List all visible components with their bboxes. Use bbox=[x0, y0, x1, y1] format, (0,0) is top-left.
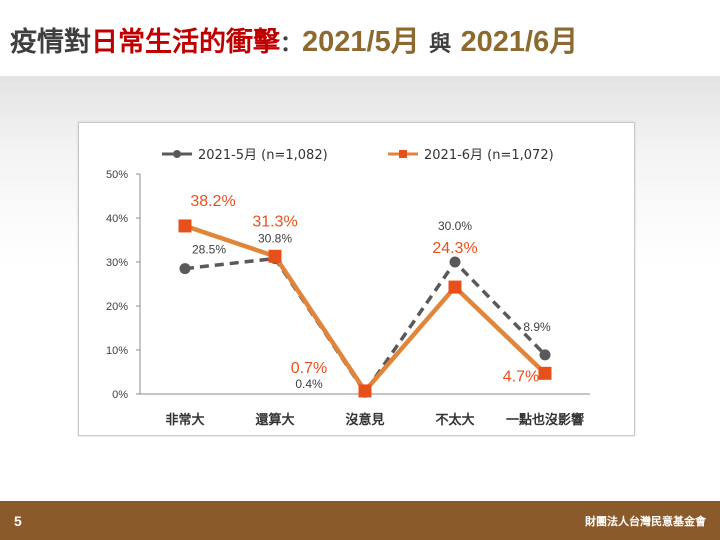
legend-label-may: 2021-5月 (n=1,082) bbox=[198, 148, 328, 163]
data-label-may: 8.9% bbox=[523, 320, 551, 334]
x-category-label: 還算大 bbox=[255, 412, 294, 428]
x-category-label: 沒意見 bbox=[345, 412, 384, 428]
data-label-june: 24.3% bbox=[432, 240, 477, 257]
y-tick-label: 40% bbox=[106, 213, 128, 225]
title-june: 2021/6月 bbox=[460, 26, 579, 58]
title-may: 2021/5月 bbox=[302, 26, 420, 58]
data-label-june: 0.7% bbox=[291, 360, 327, 377]
data-label-may: 0.4% bbox=[295, 377, 323, 391]
x-category-label: 不太大 bbox=[435, 412, 474, 428]
title-and: 與 bbox=[429, 32, 452, 57]
data-point-may bbox=[449, 256, 461, 268]
footer-bar: 5 財團法人台灣民意基金會 bbox=[0, 501, 720, 540]
data-label-june: 38.2% bbox=[190, 193, 235, 210]
data-label-june: 4.7% bbox=[503, 368, 539, 385]
data-label-june: 31.3% bbox=[252, 213, 297, 230]
y-tick-label: 20% bbox=[106, 301, 128, 313]
data-point-may bbox=[179, 263, 191, 275]
title-highlight: 日常生活的衝擊 bbox=[91, 27, 280, 58]
title-part1: 疫情對 bbox=[10, 27, 91, 58]
y-tick-label: 10% bbox=[106, 345, 128, 357]
data-label-may: 28.5% bbox=[192, 243, 226, 257]
chart-frame bbox=[78, 122, 635, 436]
legend-marker-may bbox=[173, 150, 181, 158]
data-point-june bbox=[358, 384, 372, 398]
data-point-june bbox=[178, 219, 192, 233]
data-point-june bbox=[538, 366, 552, 380]
series-line-may bbox=[184, 256, 547, 396]
y-tick-label: 0% bbox=[112, 389, 128, 401]
slide-title: 疫情對日常生活的衝擊：2021/5月 與 2021/6月 bbox=[10, 18, 578, 60]
y-tick-label: 30% bbox=[106, 257, 128, 269]
legend-label-june: 2021-6月 (n=1,072) bbox=[424, 148, 554, 163]
series-line-june bbox=[184, 223, 547, 395]
title-separator: ： bbox=[280, 32, 303, 57]
x-category-label: 一點也沒影響 bbox=[506, 412, 584, 428]
data-point-june bbox=[268, 249, 282, 263]
page-number: 5 bbox=[14, 513, 22, 529]
legend-marker-june bbox=[399, 150, 407, 158]
data-label-may: 30.8% bbox=[258, 231, 292, 245]
x-category-label: 非常大 bbox=[165, 412, 204, 428]
data-label-may: 30.0% bbox=[438, 219, 472, 233]
data-point-june bbox=[448, 280, 462, 294]
organization-name: 財團法人台灣民意基金會 bbox=[585, 515, 706, 528]
y-tick-label: 50% bbox=[106, 169, 128, 181]
data-point-may bbox=[539, 349, 551, 361]
